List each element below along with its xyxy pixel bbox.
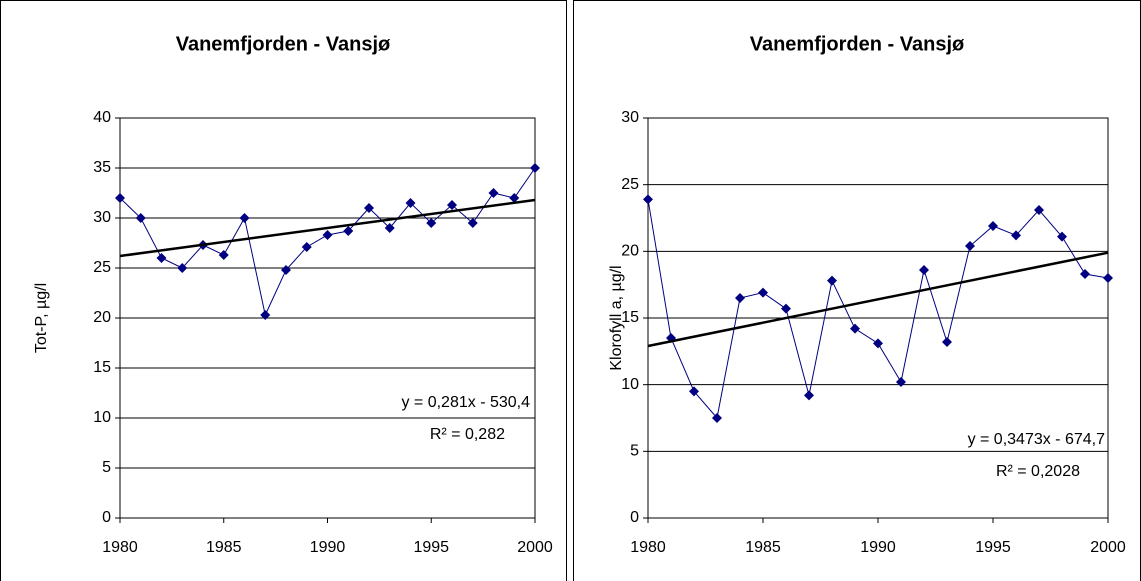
- trend-equation: R² = 0,282: [430, 426, 505, 443]
- y-tick-label: 10: [621, 376, 639, 393]
- panel-border: [0, 0, 567, 581]
- data-point: [689, 386, 699, 397]
- plot-area: [647, 117, 1109, 519]
- x-tick-label: 1995: [413, 539, 449, 556]
- x-tick-label: 1995: [975, 539, 1011, 556]
- data-point: [712, 413, 722, 423]
- x-tick-label: 1985: [745, 539, 781, 556]
- x-tick-label: 2000: [517, 539, 553, 556]
- y-tick-label: 15: [93, 359, 111, 376]
- data-point: [239, 213, 250, 223]
- y-tick-label: 35: [93, 159, 111, 176]
- data-point: [405, 198, 416, 208]
- chart-title: Vanemfjorden - Vansjø: [176, 33, 391, 55]
- data-point: [850, 323, 860, 334]
- trend-equation: R² = 0,2028: [996, 463, 1080, 480]
- x-tick-label: 1990: [310, 539, 346, 556]
- y-tick-label: 20: [621, 243, 639, 260]
- x-tick-label: 1990: [860, 539, 896, 556]
- y-tick-label: 5: [630, 443, 639, 460]
- data-point: [135, 213, 146, 223]
- data-point: [896, 377, 906, 387]
- trend-equation: y = 0,281x - 530,4: [401, 394, 530, 411]
- y-tick-label: 0: [102, 509, 111, 526]
- y-tick-label: 30: [93, 209, 111, 226]
- data-point: [781, 303, 791, 314]
- data-point: [115, 193, 125, 203]
- x-tick-label: 1985: [206, 539, 242, 556]
- trend-equation: y = 0,3473x - 674,7: [968, 431, 1106, 448]
- data-point: [177, 263, 188, 273]
- trendline: [119, 198, 536, 258]
- data-point: [218, 250, 229, 260]
- data-point: [260, 310, 271, 320]
- y-tick-label: 25: [93, 259, 111, 276]
- data-point: [488, 188, 499, 198]
- data-point: [1057, 231, 1067, 242]
- data-point: [281, 265, 291, 275]
- y-tick-label: 0: [630, 509, 639, 526]
- plot-area: [119, 117, 536, 519]
- data-point: [1080, 269, 1090, 279]
- data-point: [384, 223, 395, 233]
- data-point: [301, 242, 312, 252]
- y-tick-label: 25: [621, 176, 639, 193]
- data-point: [873, 338, 883, 349]
- x-tick-label: 1980: [102, 539, 138, 556]
- data-point: [758, 287, 768, 298]
- data-point: [965, 241, 975, 251]
- data-point: [364, 203, 374, 213]
- data-point: [156, 253, 167, 263]
- y-tick-label: 30: [621, 109, 639, 126]
- data-point: [919, 265, 929, 275]
- data-line: [647, 199, 1109, 420]
- data-point: [447, 200, 457, 210]
- x-tick-label: 2000: [1090, 539, 1126, 556]
- y-tick-label: 5: [102, 459, 111, 476]
- data-point: [988, 221, 998, 231]
- data-point: [1103, 273, 1113, 283]
- y-tick-label: 15: [621, 309, 639, 326]
- data-point: [1011, 230, 1021, 241]
- trendline: [647, 251, 1109, 348]
- data-point: [530, 163, 540, 173]
- data-point: [467, 218, 478, 228]
- data-point: [343, 226, 354, 236]
- chart-title: Vanemfjorden - Vansjø: [750, 33, 965, 55]
- data-point: [426, 218, 437, 228]
- y-tick-label: 10: [93, 409, 111, 426]
- x-tick-label: 1980: [630, 539, 666, 556]
- y-tick-label: 20: [93, 309, 111, 326]
- y-axis-label: Tot-P, µg/l: [33, 283, 50, 353]
- data-point: [643, 194, 653, 205]
- y-tick-label: 40: [93, 109, 111, 126]
- panel-border: [573, 0, 1141, 581]
- data-line: [119, 167, 536, 317]
- data-point: [804, 390, 814, 401]
- y-axis-label: Klorofyll a, µg/l: [608, 265, 625, 370]
- data-point: [1034, 205, 1044, 215]
- data-point: [735, 293, 745, 303]
- data-point: [942, 337, 952, 347]
- data-point: [827, 275, 837, 286]
- data-point: [322, 230, 333, 240]
- data-point: [509, 193, 520, 203]
